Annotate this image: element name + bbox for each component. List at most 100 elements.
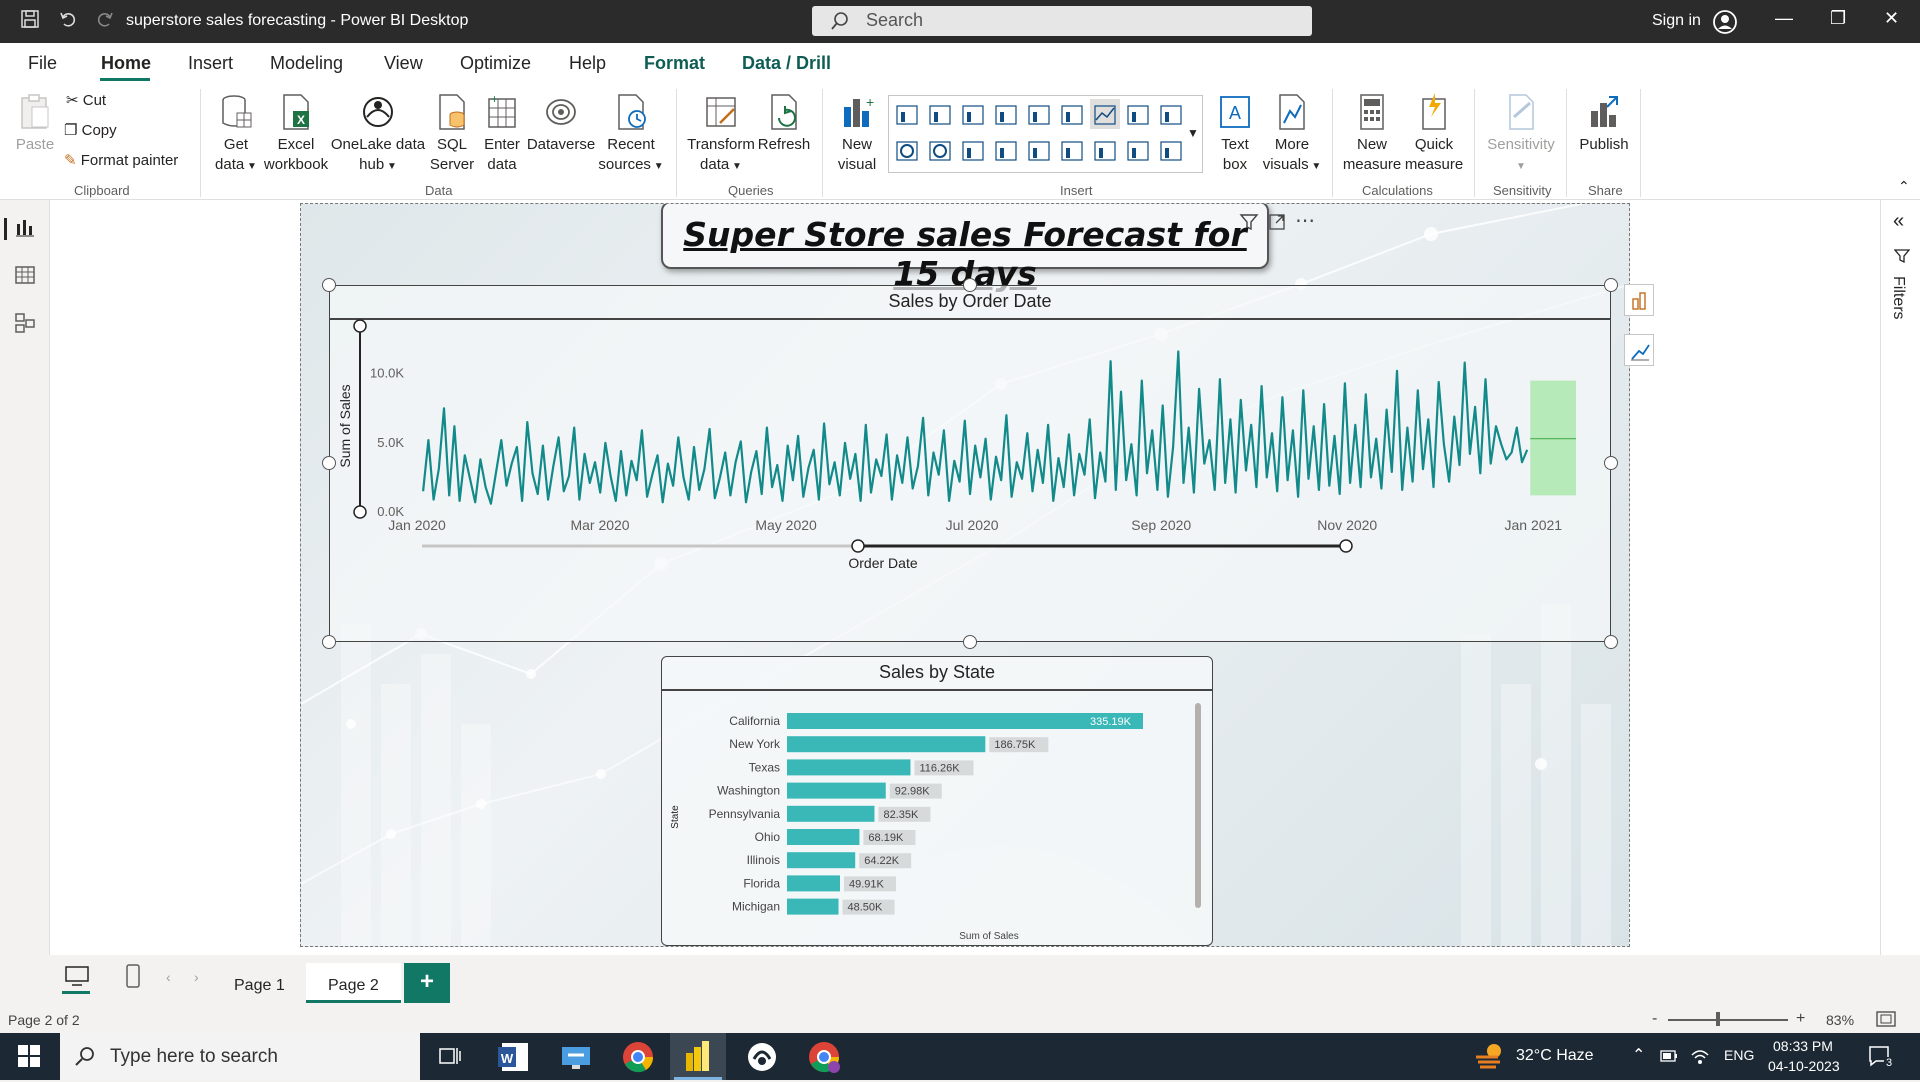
card-mark <box>1066 148 1070 158</box>
table-view-icon[interactable] <box>14 264 36 291</box>
chevron-down-icon[interactable]: ▼ <box>1187 126 1199 140</box>
prev-page-icon[interactable]: ‹ <box>166 969 171 985</box>
report-page[interactable]: Super Store sales Forecast for 15 days ⋯… <box>300 203 1630 947</box>
zoom-slider-track[interactable] <box>1668 1019 1788 1021</box>
menu-home[interactable]: Home <box>101 53 152 73</box>
battery-icon[interactable] <box>1660 1048 1678 1069</box>
add-page-button[interactable]: + <box>404 963 450 1003</box>
notifications-icon[interactable] <box>1868 1045 1892 1072</box>
focus-mode-icon[interactable] <box>1267 212 1287 237</box>
zoom-in-button[interactable]: + <box>1796 1010 1806 1027</box>
app-icon-circle[interactable] <box>742 1037 782 1077</box>
tray-chevron-up-icon[interactable]: ⌃ <box>1632 1047 1646 1064</box>
more-visuals-button[interactable]: More visuals ▼ <box>1262 93 1322 177</box>
resize-handle-top[interactable] <box>963 278 977 292</box>
restore-button[interactable]: ❐ <box>1830 8 1847 28</box>
save-icon[interactable] <box>20 9 40 35</box>
remote-desktop-icon[interactable] <box>556 1037 596 1077</box>
menu-help[interactable]: Help <box>569 53 607 73</box>
bar-category-label: Illinois <box>747 853 780 867</box>
fit-to-page-icon[interactable] <box>1876 1011 1896 1030</box>
excel-workbook-button[interactable]: X Excel workbook <box>262 93 330 175</box>
menu-modeling[interactable]: Modeling <box>270 53 344 73</box>
enter-data-button[interactable]: + Enter data <box>478 93 526 175</box>
resize-handle-bottom-left[interactable] <box>322 635 336 649</box>
minimize-button[interactable]: — <box>1775 8 1793 28</box>
copy-button[interactable]: ❐ Copy <box>64 121 117 139</box>
new-visual-button[interactable]: + New visual <box>832 93 882 175</box>
menu-optimize[interactable]: Optimize <box>460 53 532 73</box>
quick-measure-button[interactable]: Quick measure <box>1404 93 1464 175</box>
format-visual-button[interactable] <box>1624 284 1654 316</box>
page-tab-2[interactable]: Page 2 <box>306 963 401 1003</box>
collapse-ribbon-icon[interactable]: ⌃ <box>1898 178 1910 194</box>
wifi-icon[interactable] <box>1690 1047 1710 1070</box>
task-view-icon[interactable] <box>438 1045 462 1072</box>
stacked-bar-100-mark <box>967 112 971 122</box>
mobile-layout-icon[interactable] <box>124 963 142 994</box>
more-options-icon[interactable]: ⋯ <box>1295 210 1315 232</box>
word-app-icon[interactable]: W <box>494 1037 534 1077</box>
resize-handle-right[interactable] <box>1604 456 1618 470</box>
analytics-button[interactable] <box>1624 334 1654 366</box>
weather-text[interactable]: 32°C Haze <box>1516 1047 1594 1064</box>
sql-server-button[interactable]: SQL Server <box>428 93 476 175</box>
zoom-out-button[interactable]: - <box>1652 1010 1658 1027</box>
taskbar-search-input[interactable]: Type here to search <box>60 1033 420 1080</box>
menu-view[interactable]: View <box>384 53 423 73</box>
resize-handle-bottom-right[interactable] <box>1604 635 1618 649</box>
menu-insert[interactable]: Insert <box>188 53 234 73</box>
zoom-slider-thumb[interactable] <box>1716 1012 1720 1026</box>
clock-date[interactable]: 04-10-2023 <box>1768 1058 1840 1074</box>
paste-button[interactable]: Paste <box>12 93 58 155</box>
windows-start-icon[interactable] <box>18 1045 40 1072</box>
chrome-icon[interactable] <box>618 1037 658 1077</box>
language-indicator[interactable]: ENG <box>1724 1047 1755 1063</box>
menu-file[interactable]: File <box>28 53 58 73</box>
get-data-button[interactable]: Get data ▼ <box>212 93 260 177</box>
clock-time[interactable]: 08:33 PM <box>1773 1038 1833 1054</box>
resize-handle-top-right[interactable] <box>1604 278 1618 292</box>
menu-data-drill[interactable]: Data / Drill <box>742 53 832 73</box>
resize-handle-bottom[interactable] <box>963 635 977 649</box>
publish-button[interactable]: Publish <box>1576 93 1632 155</box>
report-view-icon[interactable] <box>14 216 36 243</box>
desktop-layout-icon[interactable] <box>64 963 90 994</box>
database-icon <box>222 95 252 128</box>
visualizations-gallery[interactable]: ▼ <box>888 95 1203 173</box>
dataverse-button[interactable]: Dataverse <box>526 93 596 155</box>
expand-pane-icon[interactable]: « <box>1893 210 1905 232</box>
bar-chart-visual[interactable]: Sales by State State California 335.19K New… <box>661 656 1213 946</box>
bar-category-label: New York <box>729 737 781 751</box>
format-painter-button[interactable]: ✎ Format painter <box>64 151 178 169</box>
filters-pane-collapsed[interactable]: « Filters <box>1880 200 1920 955</box>
onelake-hub-button[interactable]: OneLake data hub ▼ <box>330 93 426 177</box>
undo-icon[interactable] <box>58 9 78 35</box>
next-page-icon[interactable]: › <box>194 969 199 985</box>
resize-handle-left[interactable] <box>322 456 336 470</box>
power-bi-icon[interactable] <box>678 1037 718 1077</box>
model-view-icon[interactable] <box>14 312 36 339</box>
page-tab-1[interactable]: Page 1 <box>212 963 307 1003</box>
sensitivity-button[interactable]: Sensitivity ▼ <box>1480 93 1562 177</box>
filter-icon <box>1893 248 1911 269</box>
menu-format[interactable]: Format <box>644 53 706 73</box>
redo-icon[interactable] <box>95 9 115 35</box>
visual-filter-icon[interactable] <box>1239 212 1259 237</box>
report-title-card[interactable]: Super Store sales Forecast for 15 days <box>661 204 1269 293</box>
close-button[interactable]: ✕ <box>1884 8 1900 28</box>
account-icon[interactable] <box>1712 9 1738 40</box>
sign-in-link[interactable]: Sign in <box>1652 12 1701 29</box>
cut-button[interactable]: ✂ Cut <box>66 91 106 109</box>
text-box-button[interactable]: A Text box <box>1210 93 1260 175</box>
search-input[interactable]: Search <box>812 6 1312 36</box>
refresh-button[interactable]: Refresh <box>756 93 812 155</box>
chrome-profile-icon[interactable] <box>804 1037 844 1077</box>
resize-handle-top-left[interactable] <box>322 278 336 292</box>
page-info: Page 2 of 2 <box>8 1012 80 1028</box>
new-measure-button[interactable]: New measure <box>1342 93 1402 175</box>
line-chart-visual[interactable]: Sales by Order Date Sum of Sales 0.0K 5.0K… <box>329 285 1611 642</box>
weather-icon[interactable] <box>1474 1041 1506 1076</box>
transform-data-button[interactable]: Transform data ▼ <box>686 93 756 177</box>
recent-sources-button[interactable]: Recent sources ▼ <box>596 93 666 177</box>
